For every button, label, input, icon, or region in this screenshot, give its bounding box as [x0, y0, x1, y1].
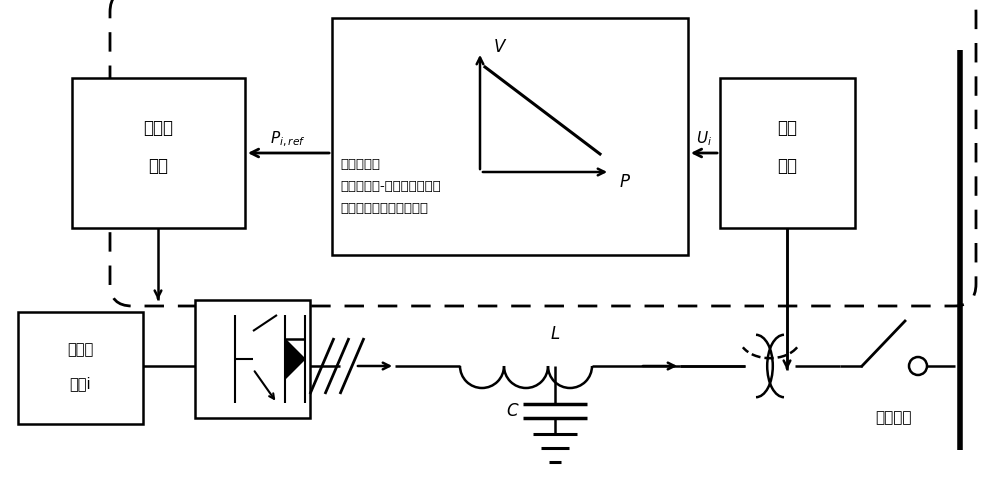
Text: 分布式: 分布式	[67, 343, 93, 357]
Text: $V$: $V$	[493, 38, 507, 56]
Text: 控制: 控制	[148, 157, 168, 175]
Text: 调整：电压预测闭环模型: 调整：电压预测闭环模型	[340, 202, 428, 215]
Bar	[195, 300, 310, 418]
Text: 测量: 测量	[777, 157, 797, 175]
Text: 交流母线: 交流母线	[875, 411, 912, 425]
Text: 初值：有功-电压灵敏度矩阵: 初值：有功-电压灵敏度矩阵	[340, 180, 441, 193]
Text: $U_i$: $U_i$	[696, 130, 712, 148]
Bar	[332, 18, 688, 255]
Text: $P$: $P$	[619, 173, 631, 191]
Bar	[720, 78, 855, 228]
Text: $C$: $C$	[506, 402, 520, 420]
Bar	[72, 78, 245, 228]
Text: $L$: $L$	[550, 325, 560, 343]
Polygon shape	[285, 339, 305, 379]
Bar	[18, 312, 143, 424]
Text: $P_{i,ref}$: $P_{i,ref}$	[270, 129, 306, 149]
Text: 双闭环: 双闭环	[143, 119, 173, 137]
Text: 下垂系数：: 下垂系数：	[340, 158, 380, 171]
Text: 电压: 电压	[777, 119, 797, 137]
Text: 储能i: 储能i	[69, 377, 91, 391]
